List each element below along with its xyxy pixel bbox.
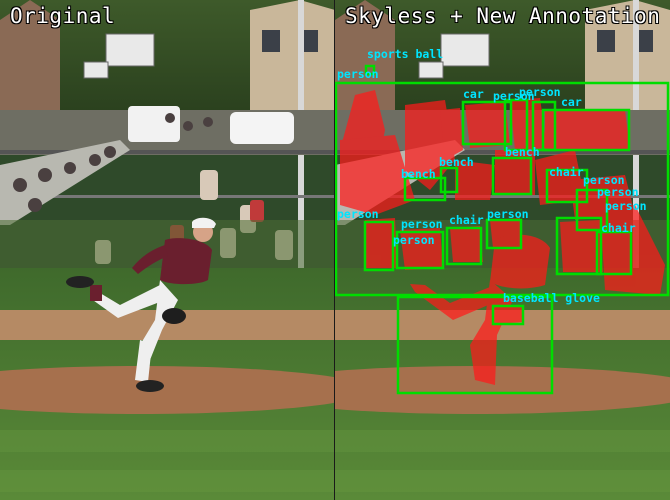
annotation-label: chair <box>549 165 584 179</box>
bbox-person <box>395 230 445 270</box>
bbox-person <box>555 216 603 276</box>
annotation-label: bench <box>401 167 436 181</box>
original-panel: Original <box>0 0 335 500</box>
annotation-label: person <box>493 89 535 103</box>
bbox-baseball-glove <box>491 304 525 326</box>
annotated-photo: sports ball person car person person car… <box>335 0 670 500</box>
bbox-pitcher <box>396 295 554 395</box>
annotated-panel-title: Skyless + New Annotation <box>345 4 661 28</box>
annotation-label: person <box>401 217 443 231</box>
bbox-bench <box>403 176 447 202</box>
annotation-label: baseball glove <box>503 291 600 305</box>
annotation-label: car <box>561 95 582 109</box>
bbox-chair <box>595 230 633 276</box>
annotation-label: car <box>463 87 484 101</box>
bbox-car <box>461 100 513 146</box>
bbox-person <box>575 188 609 232</box>
annotation-label: person <box>337 67 379 81</box>
annotation-label: bench <box>505 145 540 159</box>
pitcher <box>66 217 216 392</box>
bbox-person <box>485 218 523 250</box>
bbox-chair <box>445 226 483 266</box>
bbox-person <box>531 100 557 152</box>
bbox-car <box>541 108 631 152</box>
annotation-label: person <box>393 233 435 247</box>
panel-divider <box>334 0 335 500</box>
annotation-label: person <box>337 207 379 221</box>
annotated-panel: sports ball person car person person car… <box>335 0 670 500</box>
bbox-person <box>503 98 529 152</box>
bbox-sports-ball <box>364 64 376 76</box>
annotation-label: person <box>487 207 529 221</box>
annotation-label: person <box>583 173 625 187</box>
annotation-label: chair <box>601 221 636 235</box>
car <box>230 112 294 144</box>
car <box>128 106 180 142</box>
bbox-person-crowd <box>335 81 670 297</box>
annotation-label: bench <box>439 155 474 169</box>
annotation-label: sports ball <box>367 47 443 61</box>
bbox-bench <box>491 156 533 196</box>
annotation-label: person <box>605 199 647 213</box>
annotation-label: person <box>519 85 561 99</box>
bbox-person <box>363 220 395 272</box>
pitchers-mound <box>0 366 335 414</box>
annotation-labels: sports ball person car person person car… <box>337 47 647 305</box>
house <box>0 0 60 110</box>
bbox-chair <box>545 168 589 204</box>
basketball-backboard <box>105 33 155 67</box>
annotation-label: person <box>597 185 639 199</box>
annotation-label: chair <box>449 213 484 227</box>
bounding-boxes <box>335 64 670 395</box>
bbox-bench <box>439 166 459 194</box>
original-photo <box>0 0 335 500</box>
house <box>250 0 335 110</box>
original-panel-title: Original <box>10 4 116 28</box>
